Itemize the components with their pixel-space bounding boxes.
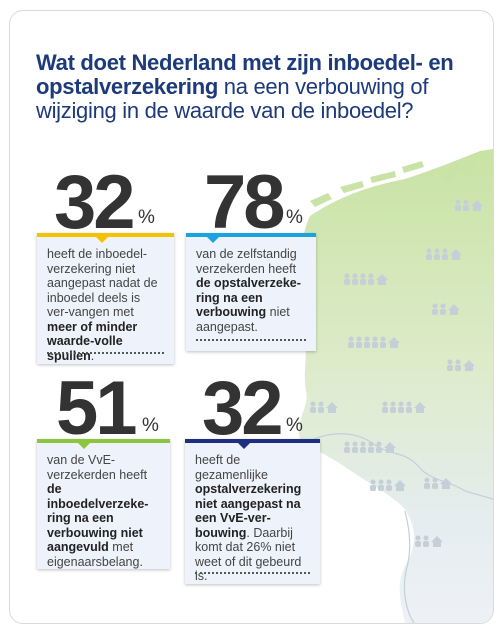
map-island-3 [370, 171, 396, 183]
people-house-icon [424, 477, 452, 489]
stat-percent-sign: % [142, 415, 159, 436]
netherlands-map [298, 149, 493, 623]
people-house-icon [415, 535, 443, 547]
map-island-4 [402, 161, 424, 173]
stat-card: heeft de gezamenlijke opstalverzekering … [185, 439, 320, 584]
stat-text-before: van de zelfstandig verzekerden heeft [196, 247, 297, 276]
card-pointer [95, 236, 109, 243]
stat-text-after: . [90, 348, 95, 363]
stat-percent-sign: % [286, 415, 303, 436]
stat-percent-sign: % [138, 207, 155, 228]
map-tip-2 [460, 159, 476, 177]
stat-number: 32 [202, 366, 284, 451]
map-island-1 [310, 193, 332, 207]
stat-text-after: niet aangepast. [196, 305, 290, 334]
map-border-line-2 [403, 510, 415, 623]
stat-text-before: van de VvE-verzekerden heeft [47, 453, 148, 482]
dotted-divider [195, 572, 310, 574]
map-island-2 [340, 181, 364, 193]
people-house-icon [447, 359, 475, 371]
stat-text-bold: de inboedelverzeke-ring na een verbouwin… [47, 482, 149, 554]
people-house-icon [455, 199, 483, 211]
stat-number: 32 [54, 160, 136, 245]
stat-number: 51 [56, 366, 138, 451]
people-house-icon [348, 336, 400, 348]
stat-text-after: met eigenaarsbelang. [47, 540, 143, 569]
people-house-icon-group [310, 199, 483, 547]
title-normal: na een verbouwing of wijziging in de waa… [36, 74, 429, 123]
stat-card: van de zelfstandig verzekerden heeft de … [186, 233, 316, 351]
dotted-divider [47, 352, 164, 354]
infographic-frame: Wat doet Nederland met zijn inboedel- en… [9, 10, 494, 624]
card-pointer [237, 442, 251, 449]
title-bold: Wat doet Nederland met zijn inboedel- en… [36, 50, 454, 99]
map-tip [442, 163, 459, 183]
people-house-icon [432, 303, 460, 315]
people-house-icon [370, 479, 406, 491]
stat-number: 78 [204, 160, 286, 245]
card-pointer [77, 442, 91, 449]
people-house-icon [344, 441, 396, 453]
people-house-icon [426, 248, 462, 260]
stat-text-before: heeft de gezamenlijke [195, 453, 268, 482]
stat-percent-sign: % [286, 207, 303, 228]
stat-text-bold: de opstalverzeke-ring na een verbouwing [196, 276, 301, 319]
stat-text-before: heeft de inboedel-verzekering niet aange… [47, 247, 158, 319]
stat-card: van de VvE-verzekerden heeft de inboedel… [37, 439, 170, 569]
page-title: Wat doet Nederland met zijn inboedel- en… [36, 51, 486, 123]
stat-card: heeft de inboedel-verzekering niet aange… [37, 233, 174, 364]
dotted-divider [196, 339, 306, 341]
stat-text-bold: opstalverzekering niet aangepast na een … [195, 482, 302, 540]
card-pointer [206, 236, 220, 243]
stat-text-after: . Daarbij komt dat 26% niet weet of dit … [195, 525, 302, 584]
people-house-icon [310, 401, 338, 413]
people-house-icon [382, 401, 426, 413]
map-shape [298, 149, 493, 623]
people-house-icon [344, 273, 388, 285]
